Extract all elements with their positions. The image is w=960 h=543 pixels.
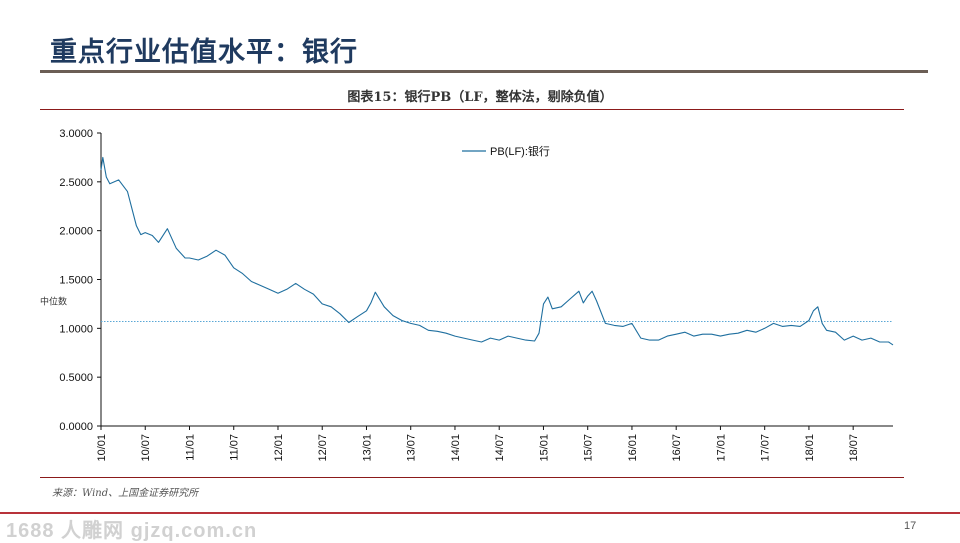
- y-ticks: 0.0000 0.5000 1.0000 1.5000 2.0000 2.5000 3.00…: [59, 128, 101, 433]
- x-tick-label: 14/07: [494, 434, 506, 462]
- x-tick-label: 10/07: [140, 434, 152, 462]
- x-tick-label: 12/01: [273, 434, 285, 462]
- median: 中位数: [40, 295, 893, 322]
- y-tick-label: 2.5000: [59, 177, 93, 189]
- legend: PB(LF):银行: [462, 144, 550, 158]
- y-tick-label: 3.0000: [59, 128, 93, 140]
- x-tick-label: 17/01: [715, 434, 727, 462]
- page-number: 17: [904, 520, 917, 532]
- x-tick-label: 15/07: [583, 434, 595, 462]
- source-note: 来源：Wind、上国金证券研究所: [52, 488, 199, 499]
- y-tick-label: 0.5000: [59, 372, 93, 384]
- footer-divider: [0, 512, 960, 514]
- x-tick-label: 11/07: [229, 434, 241, 461]
- chart-title: 图表15：银行PB（LF，整体法，剔除负值）: [347, 90, 613, 105]
- x-tick-label: 10/01: [96, 434, 108, 462]
- y-tick-label: 0.0000: [59, 421, 93, 433]
- y-tick-label: 1.0000: [59, 323, 93, 335]
- x-tick-label: 13/01: [361, 434, 373, 462]
- caption-divider: [40, 109, 904, 110]
- x-tick-label: 13/07: [406, 434, 418, 462]
- watermark: 1688 人雕网 gjzq.com.cn: [6, 520, 258, 542]
- y-tick-label: 2.0000: [59, 226, 93, 238]
- series-line-bank-pb: [100, 156, 894, 346]
- x-tick-label: 17/07: [760, 434, 772, 462]
- x-ticks: 10/01 10/07 11/01 11/07 12/01 12/07 13/01 13/07…: [96, 426, 860, 462]
- x-tick-label: 15/01: [538, 434, 550, 462]
- x-tick-label: 18/01: [804, 434, 816, 462]
- axes: [100, 133, 893, 427]
- x-tick-label: 12/07: [317, 434, 329, 462]
- median-label: 中位数: [40, 295, 67, 307]
- y-tick-label: 1.5000: [59, 275, 93, 287]
- legend-label: PB(LF):银行: [490, 144, 550, 158]
- slide-title: 重点行业估值水平：银行: [50, 37, 358, 67]
- title-divider: [40, 70, 928, 73]
- x-tick-label: 16/07: [671, 434, 683, 462]
- x-tick-label: 14/01: [450, 434, 462, 462]
- x-tick-label: 16/01: [627, 434, 639, 462]
- x-tick-label: 11/01: [184, 434, 196, 461]
- x-tick-label: 18/07: [848, 434, 860, 462]
- source-divider: [40, 477, 904, 478]
